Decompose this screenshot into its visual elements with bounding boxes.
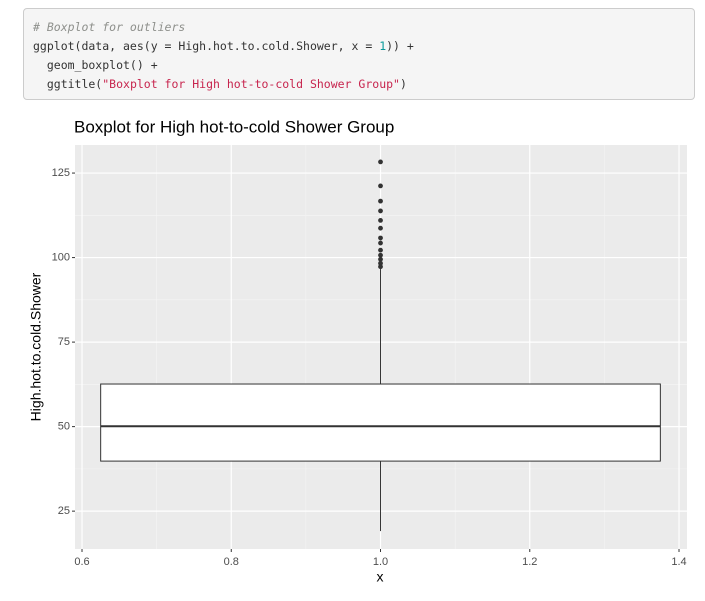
outlier bbox=[378, 256, 383, 262]
code-token: ) bbox=[399, 77, 407, 91]
x-tick-label: 0.8 bbox=[224, 556, 239, 568]
code-token: "Boxplot for High hot-to-cold Shower Gro… bbox=[102, 77, 400, 91]
code-block: # Boxplot for outliers ggplot(data, aes(y… bbox=[23, 8, 695, 100]
code-token: # Boxplot for outliers bbox=[33, 20, 186, 34]
code-token: ggtitle( bbox=[33, 77, 103, 91]
y-tick-label: 125 bbox=[52, 167, 70, 179]
outlier bbox=[378, 235, 383, 241]
outlier bbox=[378, 225, 383, 231]
x-tick-label: 1.2 bbox=[522, 556, 537, 568]
code-token: ggplot(data, aes(y = High.hot.to.cold.Sh… bbox=[33, 39, 380, 53]
y-tick-label: 100 bbox=[52, 251, 70, 263]
code-token: 1 bbox=[379, 39, 387, 53]
x-tick-label: 1.0 bbox=[373, 556, 388, 568]
chart-title: Boxplot for High hot-to-cold Shower Grou… bbox=[74, 117, 394, 136]
y-tick-label: 75 bbox=[58, 336, 70, 348]
outlier bbox=[378, 264, 383, 270]
y-tick-label: 25 bbox=[58, 505, 70, 517]
outlier bbox=[378, 183, 383, 189]
x-tick-label: 1.4 bbox=[671, 556, 686, 568]
outlier bbox=[378, 260, 383, 266]
outlier bbox=[378, 247, 383, 253]
outlier bbox=[378, 217, 383, 223]
outlier bbox=[378, 240, 383, 246]
outlier bbox=[378, 208, 383, 214]
code-token: )) + bbox=[386, 39, 414, 53]
code-line: ggplot(data, aes(y = High.hot.to.cold.Sh… bbox=[33, 37, 694, 56]
x-tick-label: 0.6 bbox=[74, 556, 89, 568]
code-line: geom_boxplot() + bbox=[33, 56, 694, 75]
code-token: geom_boxplot() + bbox=[33, 58, 158, 72]
outlier bbox=[378, 198, 383, 204]
box bbox=[100, 383, 661, 462]
outlier bbox=[378, 252, 383, 258]
code-line: # Boxplot for outliers bbox=[33, 18, 694, 37]
outlier bbox=[378, 159, 383, 165]
y-tick-label: 50 bbox=[58, 421, 70, 433]
y-axis-label: High.hot.to.cold.Shower bbox=[28, 272, 44, 421]
code-line: ggtitle("Boxplot for High hot-to-cold Sh… bbox=[33, 75, 694, 94]
x-axis-label: x bbox=[377, 569, 384, 585]
